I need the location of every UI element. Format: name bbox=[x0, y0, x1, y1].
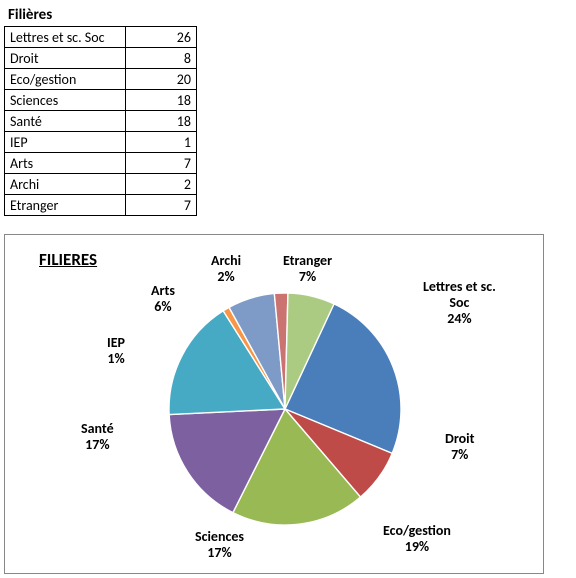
row-label: Droit bbox=[5, 48, 126, 69]
slice-label: Lettres et sc.Soc24% bbox=[423, 279, 496, 327]
row-label: Archi bbox=[5, 174, 126, 195]
row-label: Etranger bbox=[5, 195, 126, 216]
table-row: Eco/gestion20 bbox=[5, 69, 197, 90]
row-label: Santé bbox=[5, 111, 126, 132]
row-value: 8 bbox=[126, 48, 197, 69]
table-title: Filières bbox=[4, 4, 576, 26]
row-label: Lettres et sc. Soc bbox=[5, 27, 126, 48]
row-value: 1 bbox=[126, 132, 197, 153]
row-label: Eco/gestion bbox=[5, 69, 126, 90]
row-label: Arts bbox=[5, 153, 126, 174]
table-row: Archi2 bbox=[5, 174, 197, 195]
slice-label: Etranger7% bbox=[283, 253, 332, 285]
row-label: IEP bbox=[5, 132, 126, 153]
row-value: 20 bbox=[126, 69, 197, 90]
table-row: Etranger7 bbox=[5, 195, 197, 216]
chart-title: FILIERES bbox=[39, 249, 97, 270]
table-row: Lettres et sc. Soc26 bbox=[5, 27, 197, 48]
table-row: Santé18 bbox=[5, 111, 197, 132]
pie-chart-container: FILIERES Lettres et sc.Soc24% Droit7% Eco/… bbox=[4, 234, 544, 574]
pie-chart bbox=[169, 293, 401, 525]
slice-label: IEP1% bbox=[107, 335, 125, 367]
slice-label: Archi2% bbox=[211, 253, 241, 285]
row-value: 18 bbox=[126, 111, 197, 132]
slice-label: Arts6% bbox=[151, 283, 175, 315]
table-row: Arts7 bbox=[5, 153, 197, 174]
row-value: 7 bbox=[126, 195, 197, 216]
slice-label: Sciences17% bbox=[195, 529, 244, 561]
table-row: Droit8 bbox=[5, 48, 197, 69]
table-row: IEP1 bbox=[5, 132, 197, 153]
table-row: Sciences18 bbox=[5, 90, 197, 111]
row-value: 26 bbox=[126, 27, 197, 48]
row-label: Sciences bbox=[5, 90, 126, 111]
slice-label: Santé17% bbox=[81, 421, 114, 453]
row-value: 18 bbox=[126, 90, 197, 111]
slice-label: Eco/gestion19% bbox=[383, 523, 451, 555]
data-table: Lettres et sc. Soc26Droit8Eco/gestion20S… bbox=[4, 26, 197, 216]
slice-label: Droit7% bbox=[445, 431, 474, 463]
row-value: 7 bbox=[126, 153, 197, 174]
row-value: 2 bbox=[126, 174, 197, 195]
